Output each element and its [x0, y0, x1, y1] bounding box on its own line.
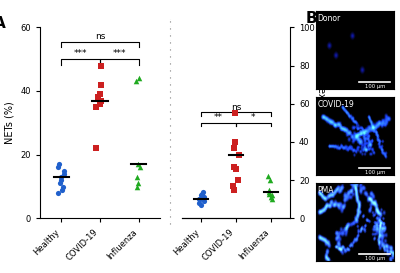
Point [201, 195, 207, 200]
Text: ns: ns [95, 32, 105, 41]
Text: *: * [251, 113, 256, 122]
Point [200, 189, 206, 194]
Point [231, 188, 237, 192]
Text: PMA: PMA [318, 186, 334, 195]
Point [266, 178, 273, 182]
Text: 100 μm: 100 μm [365, 84, 385, 89]
Point [266, 188, 272, 192]
Point [133, 79, 139, 84]
Text: ***: *** [113, 49, 126, 58]
Text: COVID-19: COVID-19 [318, 100, 354, 109]
Point [58, 178, 64, 182]
Point [268, 195, 274, 200]
Point [196, 197, 203, 201]
Text: B: B [306, 11, 318, 26]
Text: Donor: Donor [318, 14, 341, 23]
Point [231, 111, 238, 115]
Point [98, 82, 104, 87]
Point [232, 140, 239, 144]
Point [96, 102, 103, 106]
Point [135, 181, 141, 186]
Text: 100 μm: 100 μm [365, 170, 385, 175]
Point [93, 105, 100, 109]
Text: A: A [0, 16, 6, 31]
Point [98, 98, 104, 103]
Point [98, 63, 104, 68]
Point [134, 175, 140, 179]
Text: **: ** [214, 113, 223, 122]
Y-axis label: NETs (%): NETs (%) [5, 102, 15, 144]
Text: 100 μm: 100 μm [365, 256, 385, 261]
Point [58, 188, 65, 192]
Point [200, 199, 207, 203]
Point [58, 175, 64, 179]
Text: ***: *** [74, 49, 87, 58]
Point [135, 162, 142, 167]
Point [93, 146, 100, 150]
Point [56, 181, 63, 186]
Point [198, 203, 204, 207]
Point [268, 197, 275, 201]
Point [61, 172, 68, 176]
Point [196, 201, 202, 205]
Point [137, 165, 144, 170]
Point [266, 189, 272, 194]
Point [55, 191, 61, 195]
Point [95, 95, 102, 100]
Point [97, 92, 104, 96]
Point [136, 76, 142, 81]
Point [61, 168, 68, 173]
Point [134, 184, 140, 189]
Point [196, 197, 202, 201]
Point [230, 165, 237, 169]
Point [265, 174, 272, 179]
Text: ns: ns [231, 103, 241, 112]
Point [231, 146, 238, 150]
Y-axis label: exDNA (ng/ml): exDNA (ng/ml) [316, 87, 326, 159]
Point [230, 184, 236, 188]
Point [55, 165, 62, 170]
Point [60, 184, 66, 189]
Point [268, 193, 275, 198]
Point [198, 193, 204, 198]
Point [199, 191, 205, 196]
Point [234, 178, 241, 182]
Point [56, 162, 62, 167]
Point [236, 153, 242, 158]
Point [266, 191, 272, 196]
Point [232, 167, 239, 171]
